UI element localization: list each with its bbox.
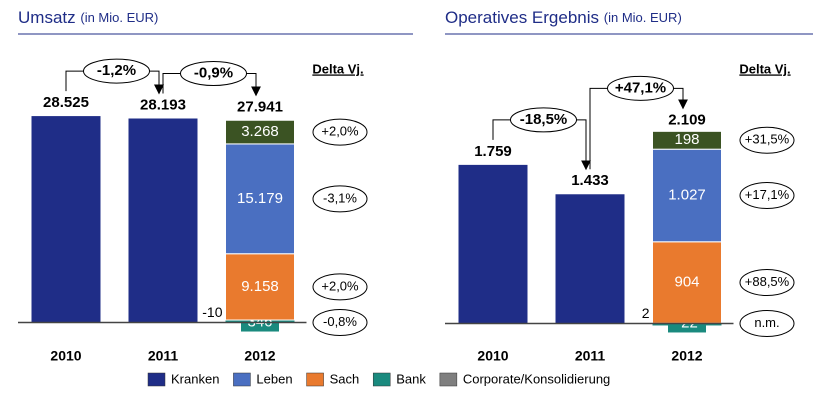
x-tick-label: 2012 — [671, 348, 702, 364]
segment-label: 3.268 — [241, 123, 279, 140]
legend-swatch — [147, 372, 166, 387]
delta-header: Delta Vj. — [312, 61, 363, 76]
change-bubble — [180, 60, 247, 86]
x-tick-label: 2012 — [244, 348, 275, 364]
total-label: 28.525 — [43, 94, 89, 111]
total-label: 28.193 — [140, 96, 186, 113]
change-label: -1,2% — [97, 62, 136, 79]
delta-label: -0,8% — [323, 314, 357, 329]
x-tick-label: 2010 — [50, 348, 81, 364]
legend-label: Kranken — [171, 371, 219, 386]
chart-title: Operatives Ergebnis (in Mio. EUR) — [445, 8, 682, 27]
segment-label: 198 — [674, 131, 699, 148]
title-text: Umsatz — [18, 8, 76, 27]
legend-swatch — [372, 372, 391, 387]
bar-segment — [652, 148, 722, 243]
delta-bubble — [312, 185, 368, 213]
chart-title: Umsatz (in Mio. EUR) — [18, 8, 158, 27]
title-text: Operatives Ergebnis — [445, 8, 599, 27]
bar — [31, 116, 101, 323]
bar-segment — [225, 253, 295, 321]
subtitle: (in Mio. EUR) — [604, 10, 682, 25]
segment-label: 1.027 — [668, 186, 706, 203]
delta-label: +88,5% — [745, 274, 790, 289]
delta-bubble — [739, 126, 795, 154]
legend-label: Corporate/Konsolidierung — [463, 371, 610, 386]
bar-segment — [225, 143, 295, 255]
delta-label: +2,0% — [321, 124, 359, 139]
delta-label: +17,1% — [745, 187, 790, 202]
total-label: 2.109 — [668, 111, 706, 128]
bar-segment — [225, 119, 295, 145]
bar — [458, 164, 528, 324]
change-bubble — [510, 107, 577, 133]
delta-bubble — [312, 118, 368, 146]
x-tick-label: 2011 — [148, 348, 179, 364]
segment-label: 15.179 — [237, 190, 283, 207]
segment-label: 9.158 — [241, 278, 279, 295]
delta-header: Delta Vj. — [739, 61, 790, 76]
legend-swatch — [306, 372, 324, 387]
bar — [555, 194, 625, 324]
delta-bubble — [312, 309, 368, 337]
segment-label: -10 — [202, 304, 222, 320]
change-label: +47,1% — [615, 79, 666, 96]
bar-segment — [652, 130, 722, 150]
subtitle: (in Mio. EUR) — [80, 10, 158, 25]
delta-bubble — [739, 309, 795, 337]
change-label: -18,5% — [520, 111, 568, 128]
total-label: 1.433 — [571, 172, 609, 189]
x-tick-label: 2011 — [575, 348, 606, 364]
delta-label: n.m. — [754, 315, 779, 330]
bar-segment — [652, 241, 722, 324]
delta-bubble — [312, 273, 368, 301]
delta-label: +31,5% — [745, 132, 790, 147]
change-bubble — [83, 58, 150, 84]
legend-swatch — [233, 372, 251, 387]
change-label: -0,9% — [194, 64, 233, 81]
segment-label: 904 — [674, 274, 699, 291]
change-bubble — [607, 75, 674, 101]
total-label: 27.941 — [237, 98, 283, 115]
x-tick-label: 2010 — [477, 348, 508, 364]
bar — [128, 118, 198, 323]
segment-label: 2 — [642, 305, 650, 321]
legend-label: Leben — [256, 371, 292, 386]
total-label: 1.759 — [474, 143, 512, 160]
legend-label: Bank — [396, 371, 426, 386]
legend-swatch — [439, 372, 458, 387]
legend-label: Sach — [330, 371, 360, 386]
delta-label: -3,1% — [323, 190, 357, 205]
delta-label: +2,0% — [321, 278, 359, 293]
delta-bubble — [739, 269, 795, 297]
delta-bubble — [739, 181, 795, 209]
